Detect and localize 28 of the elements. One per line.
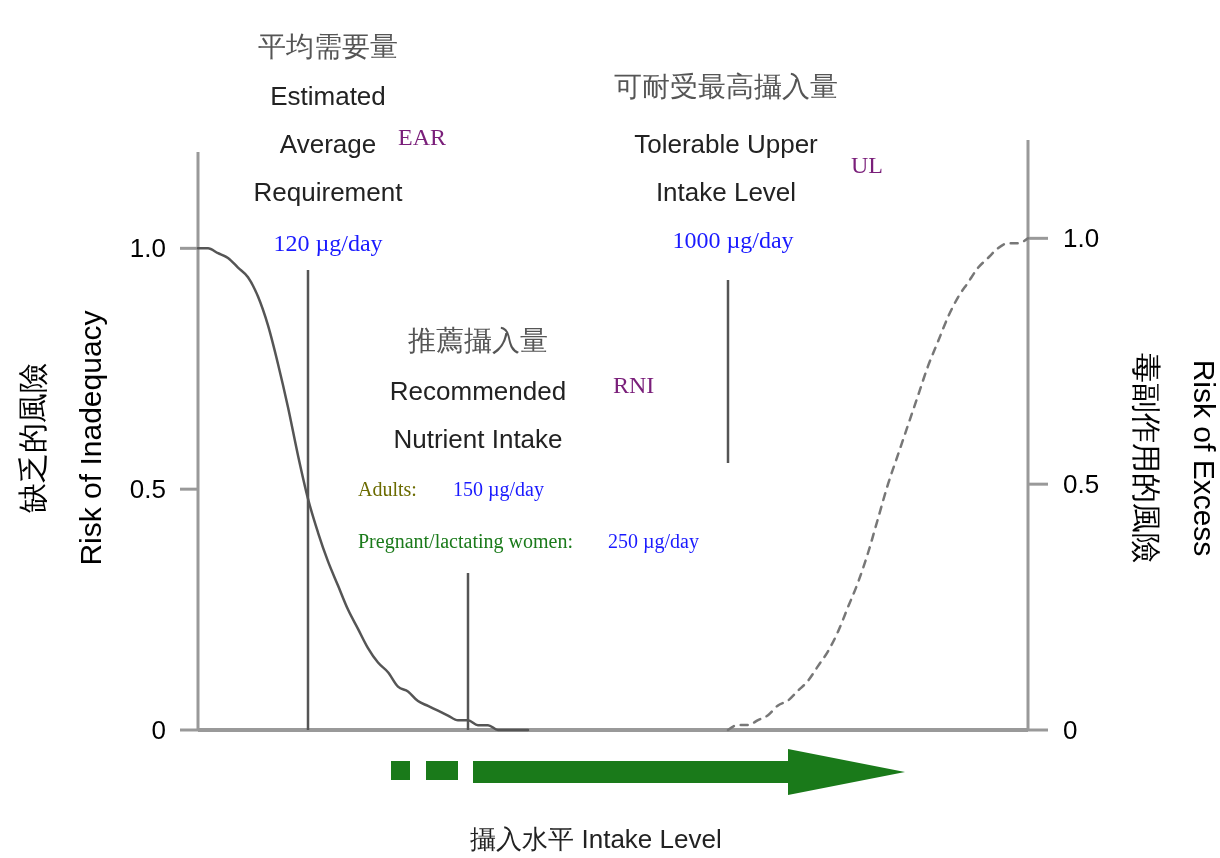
annotation: Nutrient Intake <box>393 424 563 454</box>
y-tick-label: 0.5 <box>129 474 166 505</box>
y2-axis-title: 毒副作用的風險 Risk of Excess <box>1130 353 1220 563</box>
annotation: Intake Level <box>655 177 797 207</box>
text: EAR <box>398 124 446 150</box>
annotation: 推薦攝入量 <box>408 325 548 356</box>
y-tick-label: 0 <box>151 715 166 745</box>
x-axis-title: 攝入水平 Intake Level <box>470 824 722 854</box>
y2-tick-label: 0 <box>1063 715 1078 745</box>
annotation: UL <box>851 152 883 178</box>
annotation: 250 µg/day <box>608 530 699 553</box>
text: 可耐受最高攝入量 <box>614 71 838 102</box>
y2-tick-label: 1.0 <box>1063 223 1100 254</box>
text: 平均需要量 <box>258 31 398 62</box>
annotation: Tolerable Upper <box>634 129 819 159</box>
y-tick-label: 1.0 <box>129 233 166 264</box>
annotation: Average <box>279 129 377 159</box>
annotation: 120 µg/day <box>273 230 383 256</box>
annotation: Recommended <box>389 376 567 406</box>
annotation: 150 µg/day <box>453 478 544 501</box>
annotation: Requirement <box>253 177 404 207</box>
annotation: 1000 µg/day <box>672 227 794 253</box>
text: Estimated <box>270 81 386 111</box>
y2-tick-label: 0.5 <box>1063 469 1100 500</box>
annotation: Adults: <box>358 478 417 500</box>
annotation: RNI <box>613 372 655 398</box>
annotation: Pregnant/lactating women: <box>358 530 573 553</box>
y-axis-title: 缺乏的風險 Risk of Inadequacy <box>16 310 107 566</box>
